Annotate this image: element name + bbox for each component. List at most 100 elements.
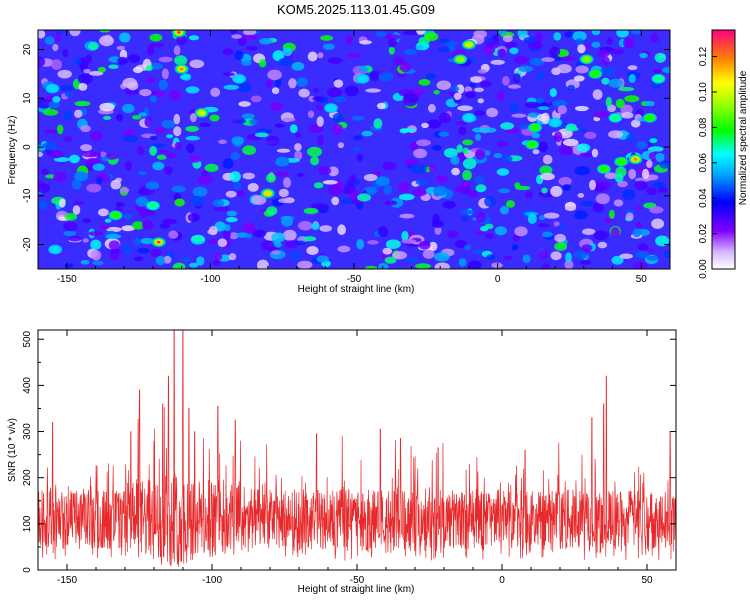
heatmap-cell — [462, 139, 474, 146]
heatmap-cell — [531, 132, 541, 139]
heatmap-cell — [68, 154, 80, 164]
heatmap-cell — [142, 219, 154, 230]
heatmap-cell — [99, 35, 114, 47]
heatmap-cell — [464, 91, 476, 99]
heatmap-cell — [593, 111, 610, 119]
heatmap-cell — [647, 146, 664, 152]
heatmap-cell — [496, 168, 510, 176]
heatmap-cell — [250, 95, 262, 103]
heatmap-cell — [548, 46, 561, 57]
heatmap-hotspot — [198, 110, 205, 116]
heatmap-cell — [622, 189, 636, 201]
heatmap-cell — [557, 105, 567, 115]
heatmap-cell — [288, 78, 297, 89]
heatmap-cell — [88, 71, 104, 76]
heatmap-hotspots — [45, 30, 666, 255]
heatmap-cell — [636, 141, 648, 150]
heatmap-cell — [313, 182, 324, 189]
heatmap-cell — [553, 221, 560, 227]
heatmap-cell — [345, 52, 362, 58]
snr-x-axis-label: Height of straight line (km) — [298, 584, 415, 595]
heatmap-cell — [228, 232, 239, 240]
heatmap-cell — [373, 118, 383, 129]
heatmap-cell — [80, 144, 92, 152]
heatmap-cell — [251, 195, 267, 205]
heatmap-cell — [399, 213, 415, 219]
heatmap-cell — [337, 142, 344, 149]
heatmap-cell — [52, 96, 61, 103]
heatmap-cell — [317, 134, 324, 146]
heatmap-cell — [226, 210, 238, 217]
heatmap-cell — [477, 98, 484, 104]
heatmap-cell — [436, 80, 451, 90]
heatmap-cell — [539, 165, 553, 176]
heatmap-cell — [474, 176, 485, 184]
heatmap-cell — [343, 183, 356, 194]
heatmap-cell — [434, 252, 450, 262]
heatmap-cell — [385, 239, 401, 249]
snr-x-tick-label: 0 — [499, 575, 505, 586]
heatmap-cell — [271, 232, 286, 243]
heatmap-cell — [610, 48, 625, 55]
heatmap-cell — [333, 96, 347, 103]
heatmap-cell — [80, 125, 91, 133]
heatmap-cell — [497, 48, 507, 57]
heatmap-x-tick-label: -50 — [347, 274, 362, 285]
heatmap-cell — [558, 145, 574, 156]
heatmap-cell — [161, 119, 175, 129]
heatmap-cell — [378, 226, 388, 237]
heatmap-cell — [89, 152, 102, 158]
heatmap-cell — [365, 265, 378, 269]
heatmap-cell — [621, 112, 634, 119]
heatmap-cell — [174, 55, 188, 66]
heatmap-cell — [316, 255, 329, 263]
heatmap-cell — [122, 103, 135, 114]
heatmap-cell — [327, 87, 343, 98]
heatmap-cell — [185, 125, 199, 132]
heatmap-cell — [158, 56, 173, 63]
heatmap-cell — [384, 200, 398, 206]
heatmap-cell — [475, 184, 487, 193]
heatmap-cell — [630, 119, 641, 128]
heatmap-hotspot — [157, 241, 161, 244]
heatmap-cell — [131, 221, 145, 230]
heatmap-cell — [582, 228, 596, 235]
heatmap-cell — [605, 96, 612, 108]
heatmap-cell — [401, 230, 409, 242]
heatmap-cell — [493, 153, 503, 159]
snr-y-tick-label: 300 — [22, 423, 33, 440]
heatmap-cell — [123, 213, 132, 220]
heatmap-cell — [238, 101, 251, 107]
heatmap-cell — [223, 229, 231, 241]
heatmap-cell — [439, 38, 450, 44]
heatmap-cell — [86, 183, 102, 193]
colorbar-tick-label: 0.00 — [698, 259, 709, 279]
heatmap-cell — [591, 148, 599, 158]
heatmap-cell — [378, 263, 389, 269]
heatmap-cell — [204, 163, 219, 172]
heatmap-cell — [96, 176, 103, 185]
heatmap-cell — [468, 82, 477, 88]
heatmap-cell — [291, 62, 305, 71]
heatmap-x-tick-label: 50 — [636, 274, 648, 285]
heatmap-cell — [436, 175, 449, 183]
heatmap-cell — [464, 86, 473, 93]
heatmap-cell — [456, 121, 469, 126]
heatmap-cell — [357, 193, 371, 202]
heatmap-cell — [634, 180, 648, 191]
heatmap-cell — [591, 30, 601, 36]
heatmap-hotspot — [652, 74, 665, 83]
heatmap-cell — [186, 143, 195, 154]
heatmap-hotspot — [179, 67, 184, 71]
heatmap-cell — [312, 96, 324, 101]
heatmap-cell — [473, 110, 486, 117]
heatmap-y-ticks: -20 -10 0 10 20 — [22, 44, 670, 252]
heatmap-cell — [472, 127, 487, 133]
heatmap-cell — [477, 69, 487, 74]
heatmap-cell — [185, 135, 201, 141]
heatmap-cell — [320, 35, 333, 41]
heatmap-cell — [165, 152, 177, 159]
heatmap-cell — [189, 155, 201, 163]
heatmap-cell — [500, 155, 513, 163]
heatmap-cell — [462, 169, 472, 181]
